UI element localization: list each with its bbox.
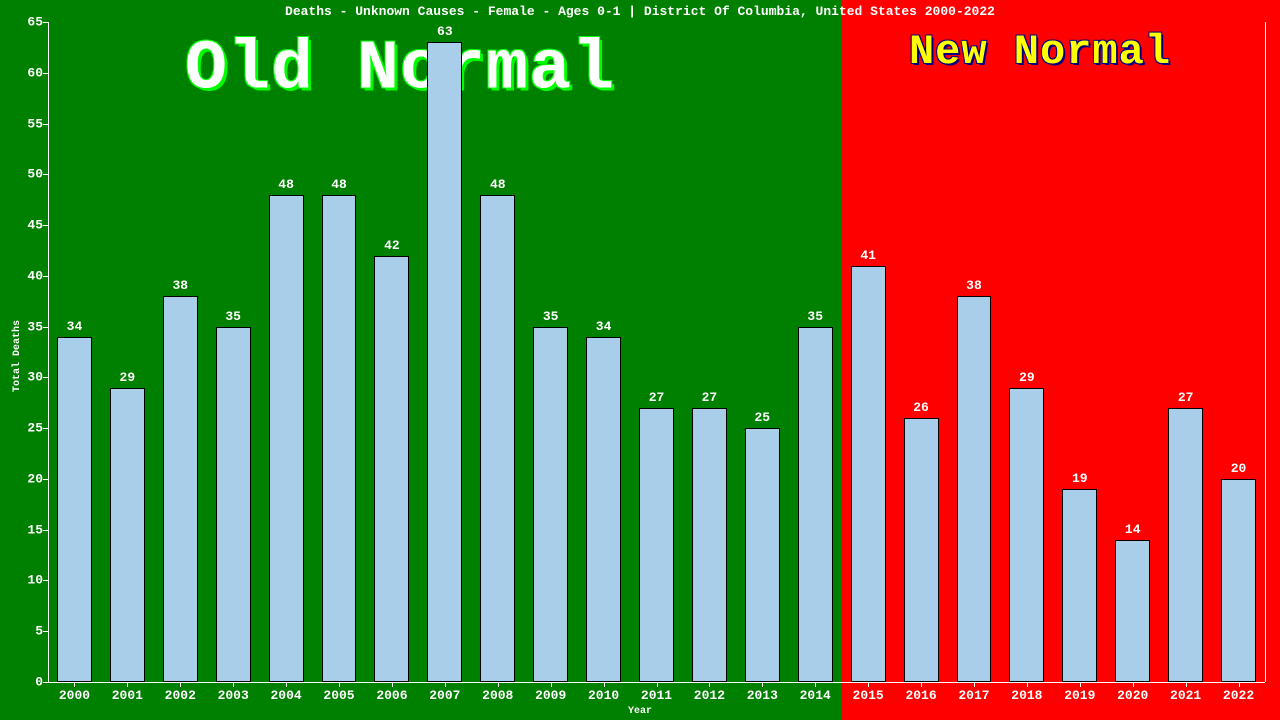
bar [110,388,145,682]
bar-value-label: 27 [649,390,665,405]
bar-value-label: 29 [1019,370,1035,385]
x-tick-label: 2009 [535,688,566,703]
bar [586,337,621,682]
bar [1009,388,1044,682]
x-tick-label: 2019 [1064,688,1095,703]
x-axis-label: Year [628,706,652,717]
bar [533,327,568,682]
bar-value-label: 27 [1178,390,1194,405]
chart-title: Deaths - Unknown Causes - Female - Ages … [0,4,1280,19]
bar [957,296,992,682]
x-tick-label: 2006 [376,688,407,703]
bar-value-label: 38 [172,278,188,293]
bar [480,195,515,682]
bar-value-label: 34 [596,319,612,334]
y-tick-label: 0 [13,675,43,690]
bar-value-label: 38 [966,278,982,293]
x-tick-label: 2000 [59,688,90,703]
y-tick-label: 45 [13,218,43,233]
x-tick-label: 2008 [482,688,513,703]
x-tick-label: 2021 [1170,688,1201,703]
x-tick-label: 2007 [429,688,460,703]
y-tick-label: 60 [13,65,43,80]
y-tick-label: 55 [13,116,43,131]
y-tick-label: 30 [13,370,43,385]
bar [322,195,357,682]
annotation-old-normal: Old Normal [185,31,615,110]
y-tick-label: 40 [13,268,43,283]
bar-value-label: 29 [120,370,136,385]
bar [1062,489,1097,682]
chart-container: Deaths - Unknown Causes - Female - Ages … [0,0,1280,720]
bar-value-label: 27 [702,390,718,405]
y-tick-label: 15 [13,522,43,537]
x-tick-label: 2001 [112,688,143,703]
bar-value-label: 48 [278,177,294,192]
x-tick-label: 2012 [694,688,725,703]
bar [692,408,727,682]
y-tick-label: 10 [13,573,43,588]
bar-value-label: 63 [437,24,453,39]
bar [639,408,674,682]
x-tick-label: 2018 [1011,688,1042,703]
bar-value-label: 35 [225,309,241,324]
bar-value-label: 42 [384,238,400,253]
bar [798,327,833,682]
bar-value-label: 35 [807,309,823,324]
bar [1221,479,1256,682]
y-tick-label: 5 [13,624,43,639]
bar-value-label: 35 [543,309,559,324]
bar-value-label: 14 [1125,522,1141,537]
x-tick-label: 2013 [747,688,778,703]
bar-value-label: 48 [331,177,347,192]
bar [374,256,409,682]
x-tick-label: 2015 [853,688,884,703]
bar-value-label: 41 [860,248,876,263]
x-tick-label: 2016 [905,688,936,703]
bar-value-label: 48 [490,177,506,192]
bar-value-label: 34 [67,319,83,334]
y-axis-line [48,22,49,682]
y-axis-line-right [1265,22,1266,682]
x-tick-label: 2010 [588,688,619,703]
bar [427,42,462,682]
bar-value-label: 19 [1072,471,1088,486]
bar-value-label: 26 [913,400,929,415]
x-tick-label: 2020 [1117,688,1148,703]
bar [163,296,198,682]
bar-value-label: 20 [1231,461,1247,476]
x-tick-label: 2003 [218,688,249,703]
bar [57,337,92,682]
x-tick-label: 2011 [641,688,672,703]
bar [269,195,304,682]
x-tick-label: 2005 [323,688,354,703]
bar [745,428,780,682]
x-tick-label: 2002 [165,688,196,703]
y-tick-label: 25 [13,421,43,436]
x-tick-label: 2017 [958,688,989,703]
bar [904,418,939,682]
y-tick-label: 35 [13,319,43,334]
bar [216,327,251,682]
y-tick-label: 50 [13,167,43,182]
y-tick-label: 20 [13,471,43,486]
x-tick-label: 2022 [1223,688,1254,703]
bar [1115,540,1150,682]
bar-value-label: 25 [755,410,771,425]
x-tick-label: 2014 [800,688,831,703]
bar [1168,408,1203,682]
annotation-new-normal: New Normal [909,28,1171,76]
bar [851,266,886,682]
x-tick-label: 2004 [270,688,301,703]
